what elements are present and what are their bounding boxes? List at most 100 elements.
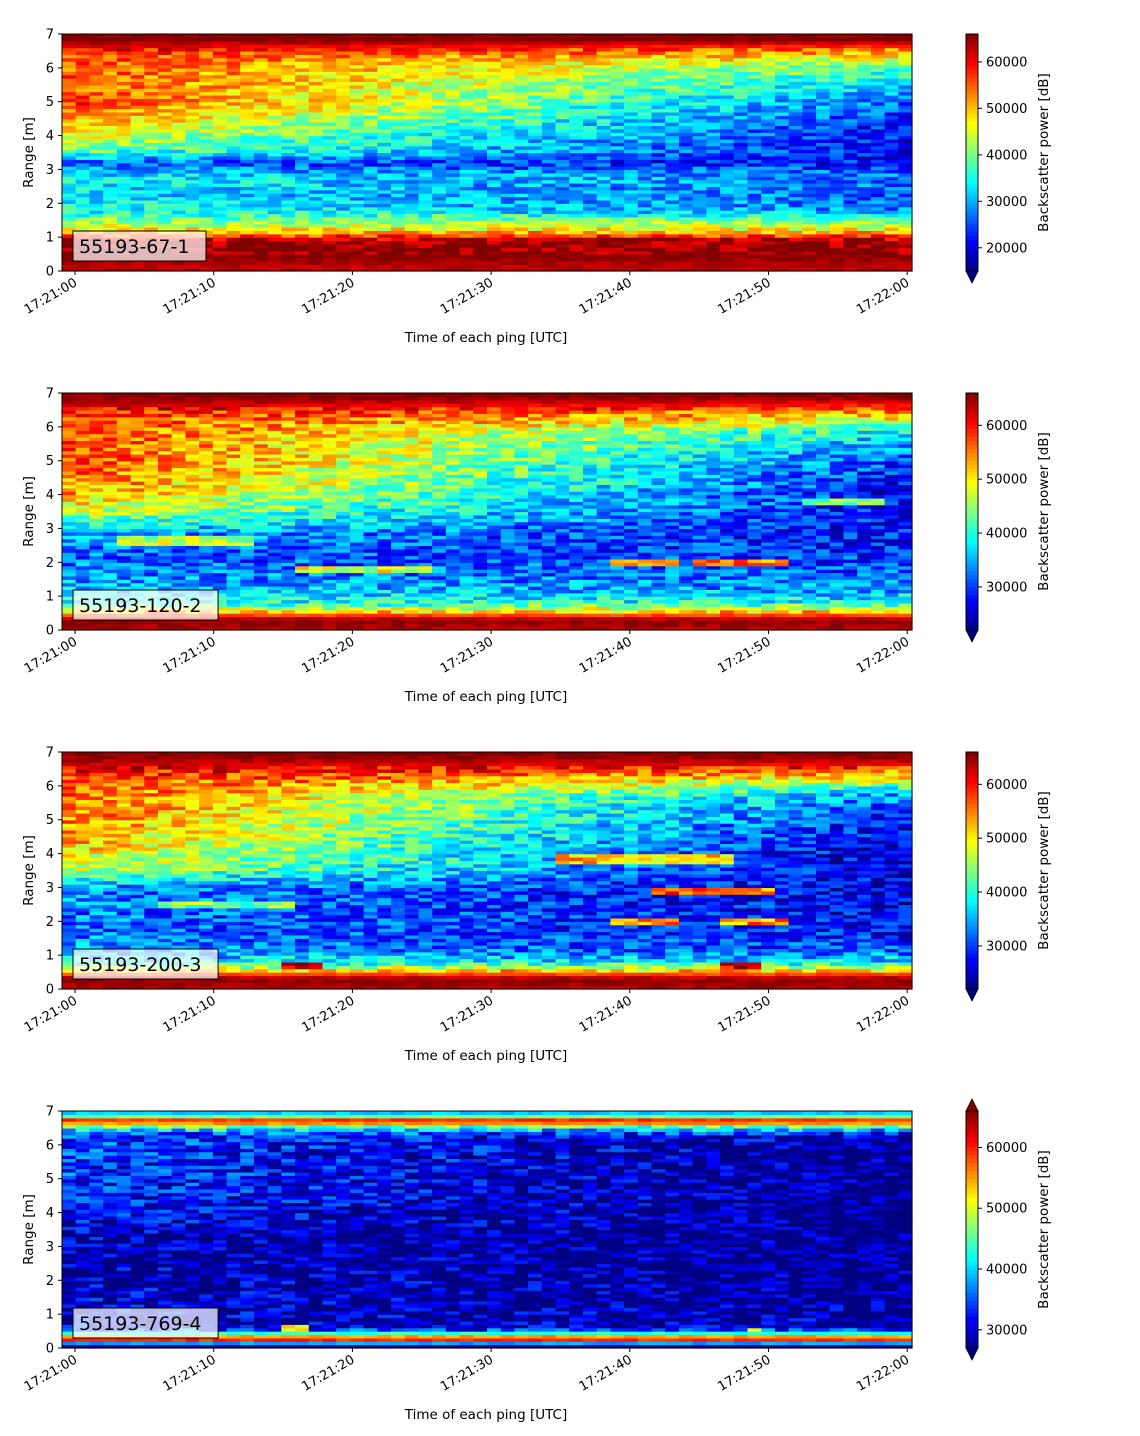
heatmap-cell [569,203,584,208]
heatmap-cell [569,250,584,255]
heatmap-cell [569,84,584,89]
heatmap-cell [651,230,666,235]
heatmap-cell [62,623,77,628]
heatmap-cell [253,47,269,52]
heatmap-cell [870,138,886,143]
heatmap-cell [898,145,913,150]
heatmap-cell [103,223,118,228]
heatmap-cell [144,420,159,425]
heatmap-cell [432,118,447,123]
heatmap-cell [308,162,324,167]
heatmap-cell [610,135,625,140]
heatmap-cell [377,203,392,208]
heatmap-cell [185,162,200,167]
heatmap-cell [596,237,611,242]
heatmap-cell [706,159,721,164]
heatmap-cell [349,172,365,177]
heatmap-cell [75,623,91,628]
heatmap-cell [144,393,159,397]
heatmap-cell [157,94,173,99]
heatmap-cell [130,619,145,624]
heatmap-cell [774,88,790,93]
heatmap-cell [678,247,694,252]
heatmap-cell [596,142,611,147]
heatmap-cell [624,91,639,96]
heatmap-cell [377,260,392,265]
heatmap-cell [829,44,845,49]
heatmap-cell [404,233,420,238]
heatmap-cell [322,196,337,201]
heatmap-cell [116,132,132,137]
heatmap-cell [336,81,351,86]
heatmap-cell [610,108,625,113]
heatmap-cell [816,247,831,252]
heatmap-cell [692,230,707,235]
heatmap-cell [843,34,858,38]
heatmap-cell [322,193,337,198]
heatmap-cell [308,176,324,181]
heatmap-cell [487,162,502,167]
heatmap-cell [157,50,173,55]
heatmap-cell [281,40,296,45]
heatmap-cell [89,508,104,513]
heatmap-cell [651,267,666,272]
heatmap-cell [857,172,872,177]
heatmap-cell [103,555,118,560]
heatmap-cell [432,176,447,181]
heatmap-cell [500,223,516,228]
heatmap-cell [432,61,447,66]
heatmap-cell [582,47,598,52]
heatmap-cell [733,199,749,204]
heatmap-cell [761,138,776,143]
heatmap-cell [706,54,721,59]
heatmap-cell [103,626,118,631]
heatmap-cell [473,122,488,127]
heatmap-cell [171,115,186,120]
heatmap-cell [555,74,570,79]
heatmap-cell [62,440,77,445]
heatmap-cell [665,179,680,184]
heatmap-cell [432,210,447,215]
heatmap-cell [720,257,735,262]
heatmap-cell [884,264,899,269]
heatmap-cell [226,128,241,133]
heatmap-cell [651,81,666,86]
heatmap-cell [185,132,200,137]
heatmap-cell [75,105,91,110]
heatmap-cell [898,213,913,218]
heatmap-cell [582,213,598,218]
heatmap-cell [418,159,433,164]
heatmap-cell [267,138,282,143]
heatmap-cell [336,132,351,137]
heatmap-cell [377,159,392,164]
heatmap-cell [212,122,228,127]
heatmap-cell [89,406,104,411]
heatmap-cell [802,166,817,171]
heatmap-cell [555,64,570,69]
heatmap-cell [432,128,447,133]
heatmap-cell [528,34,543,38]
heatmap-cell [884,44,899,49]
heatmap-cell [624,101,639,106]
heatmap-cell [898,189,913,194]
heatmap-cell [75,37,91,42]
heatmap-cell [761,152,776,157]
heatmap-cell [391,206,406,211]
heatmap-cell [761,128,776,133]
heatmap-cell [75,416,91,421]
heatmap-cell [171,226,186,231]
heatmap-cell [802,216,817,221]
heatmap-cell [610,84,625,89]
heatmap-cell [774,155,790,160]
heatmap-cell [445,223,461,228]
heatmap-cell [349,152,365,157]
heatmap-cell [144,508,159,513]
colorbar-segment [966,34,978,39]
heatmap-cell [157,545,173,550]
heatmap-cell [514,145,529,150]
heatmap-cell [75,406,91,411]
heatmap-cell [89,50,104,55]
heatmap-cell [582,149,598,154]
heatmap-cell [829,84,845,89]
heatmap-cell [829,233,845,238]
